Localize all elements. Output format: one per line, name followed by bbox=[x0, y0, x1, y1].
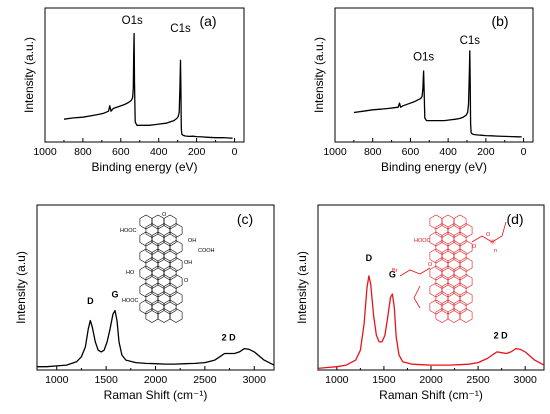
molecule-label: O bbox=[428, 262, 433, 268]
panel-a: 1000 800 600 400 200 0 Binding energy (eV) Inte… bbox=[22, 7, 245, 174]
x-tick-label: 3000 bbox=[513, 374, 537, 386]
x-tick-label: 2000 bbox=[144, 374, 168, 386]
molecule-label: HOOC bbox=[414, 238, 431, 244]
hexagon-ring bbox=[169, 308, 183, 323]
plot-frame bbox=[36, 204, 275, 371]
plot-frame bbox=[317, 204, 545, 371]
x-axis-label: Binding energy (eV) bbox=[91, 160, 197, 174]
x-tick-label: 3000 bbox=[243, 374, 267, 386]
molecule-label: O bbox=[184, 278, 189, 284]
x-tick-label: 400 bbox=[150, 146, 168, 158]
x-tick-label: 1500 bbox=[372, 374, 396, 386]
x-axis-label: Binding energy (eV) bbox=[381, 160, 487, 174]
x-tick-label: 600 bbox=[402, 146, 420, 158]
y-axis-label: Intensity (a.u) bbox=[14, 251, 28, 324]
molecule-label: HO bbox=[126, 270, 135, 276]
panel-tag: (a) bbox=[199, 13, 216, 29]
series-line bbox=[317, 275, 545, 370]
molecule-label: OH bbox=[188, 238, 196, 244]
x-tick-label: 2500 bbox=[193, 374, 217, 386]
plot-frame bbox=[334, 7, 534, 143]
molecule-label: n bbox=[494, 248, 497, 254]
peak-label: D bbox=[87, 296, 94, 306]
molecule-label: HOOC bbox=[122, 298, 139, 304]
series-line bbox=[353, 50, 522, 138]
hexagon-ring bbox=[459, 308, 473, 323]
x-axis-label: Raman Shift (cm⁻¹) bbox=[379, 388, 483, 402]
peak-annotation: C1s bbox=[170, 23, 191, 35]
x-tick-label: 1000 bbox=[325, 374, 349, 386]
x-tick-label: 1000 bbox=[323, 146, 347, 158]
x-tick-label: 800 bbox=[364, 146, 382, 158]
molecule-label: COOH bbox=[198, 248, 215, 254]
series-line bbox=[37, 309, 275, 368]
panel-d: 1000 1500 2000 2500 3000 Raman Shift (cm⁻¹) In… bbox=[295, 204, 545, 402]
y-axis-label: Intensity (a.u.) bbox=[22, 37, 36, 113]
peak-label: 2 D bbox=[222, 332, 237, 342]
panel-c: 1000 1500 2000 2500 3000 Raman Shift (cm⁻¹) In… bbox=[14, 204, 275, 402]
plot-frame bbox=[44, 7, 245, 143]
x-tick-label: 2000 bbox=[419, 374, 443, 386]
series-line bbox=[63, 32, 233, 139]
x-tick-label: 0 bbox=[521, 146, 527, 158]
peak-label: D bbox=[366, 253, 373, 263]
molecule-label: HOOC bbox=[120, 228, 137, 234]
molecule-label: O bbox=[472, 244, 477, 250]
panel-b: 1000 800 600 400 200 0 Binding energy (eV) Inte… bbox=[312, 7, 534, 174]
side-chain bbox=[399, 267, 431, 277]
side-chain bbox=[413, 285, 421, 309]
peak-annotation: O1s bbox=[413, 51, 434, 63]
x-tick-label: 0 bbox=[232, 146, 238, 158]
peak-label: G bbox=[112, 289, 119, 299]
x-tick-label: 1000 bbox=[33, 146, 57, 158]
y-axis-label: Intensity (a.u.) bbox=[312, 37, 326, 113]
panel-tag: (c) bbox=[237, 211, 253, 227]
molecule-label: Br bbox=[392, 268, 398, 274]
x-tick-label: 200 bbox=[477, 146, 495, 158]
panel-tag: (b) bbox=[491, 13, 508, 29]
molecule-label: OH bbox=[184, 260, 192, 266]
x-tick-label: 2500 bbox=[466, 374, 490, 386]
peak-annotation: C1s bbox=[460, 35, 481, 47]
peak-label: 2 D bbox=[494, 331, 509, 341]
x-tick-label: 400 bbox=[439, 146, 457, 158]
x-axis-label: Raman Shift (cm⁻¹) bbox=[104, 388, 208, 402]
y-axis-label: Intensity (a.u) bbox=[295, 251, 309, 324]
peak-annotation: O1s bbox=[122, 15, 143, 27]
x-tick-label: 1500 bbox=[94, 374, 118, 386]
x-tick-label: 200 bbox=[188, 146, 206, 158]
molecule-label: Ⓞ bbox=[490, 238, 496, 246]
side-chain bbox=[471, 221, 507, 243]
x-tick-label: 1000 bbox=[45, 374, 69, 386]
x-tick-label: 600 bbox=[112, 146, 130, 158]
molecule-label: O bbox=[162, 212, 167, 218]
molecule-label: O bbox=[486, 232, 491, 238]
peak-label: G bbox=[389, 270, 396, 280]
x-tick-label: 800 bbox=[74, 146, 92, 158]
panel-tag: (d) bbox=[506, 211, 523, 227]
